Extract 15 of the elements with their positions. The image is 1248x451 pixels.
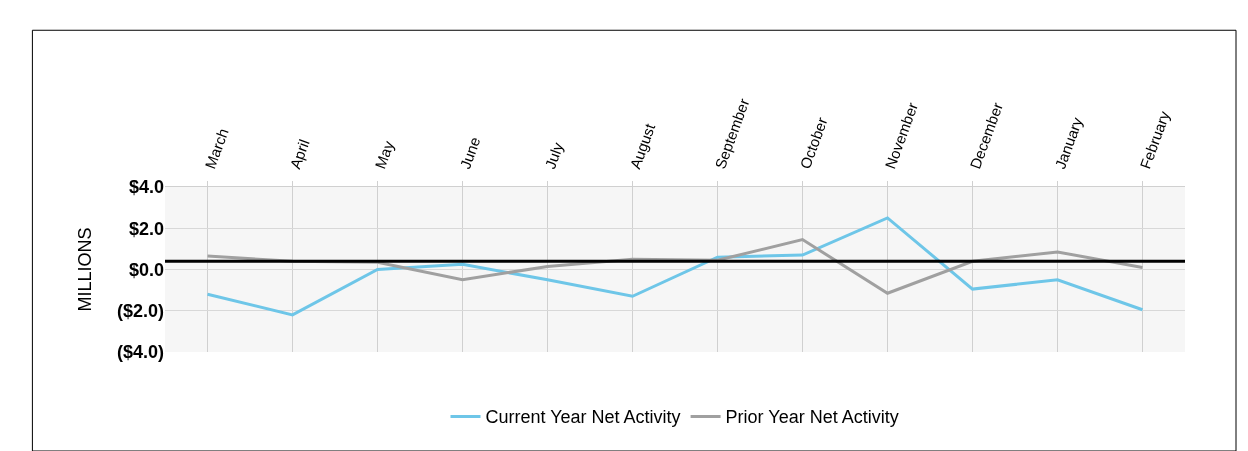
legend-label: Current Year Net Activity <box>485 407 681 428</box>
x-tick-label: July <box>541 139 567 172</box>
x-tick-label: March <box>201 126 232 172</box>
y-tick-label: ($2.0) <box>116 301 164 322</box>
x-tick-label: August <box>626 120 659 172</box>
y-tick-label: $0.0 <box>128 259 164 280</box>
y-axis-title: MILLIONS <box>75 227 96 312</box>
y-tick-label: $2.0 <box>128 218 164 239</box>
x-tick-label: May <box>371 138 398 172</box>
y-tick-label: $4.0 <box>128 177 164 198</box>
x-tick-label: June <box>456 134 484 172</box>
x-tick-label: April <box>286 137 313 172</box>
line-series <box>206 216 1144 317</box>
legend-label: Prior Year Net Activity <box>725 407 899 428</box>
y-tick-label: ($4.0) <box>116 342 164 363</box>
